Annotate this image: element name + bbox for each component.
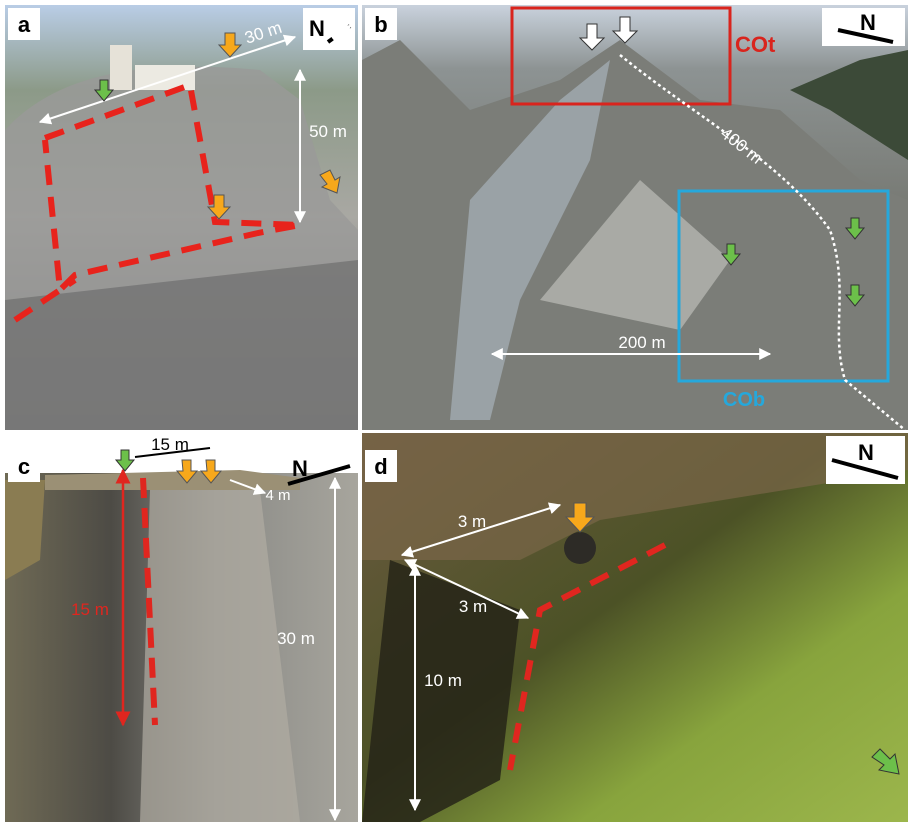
panel-label: c xyxy=(18,454,30,479)
annotation: 4 m xyxy=(265,487,290,504)
north-label: N xyxy=(860,10,876,35)
panel-label: d xyxy=(374,454,387,479)
annotation: 200 m xyxy=(618,333,665,352)
panel-a: a N 30 m 50 m xyxy=(5,5,358,430)
annotation: 50 m xyxy=(309,122,347,141)
panel-c: c N 15 m 4 m 15 m 30 m xyxy=(5,433,358,822)
panel-label: b xyxy=(374,12,387,37)
annotation: COb xyxy=(723,389,765,411)
annotation: 30 m xyxy=(277,629,315,648)
panel-label: a xyxy=(18,12,31,37)
annotation: 15 m xyxy=(151,435,189,454)
annotation: 15 m xyxy=(71,600,109,619)
annotation: 10 m xyxy=(424,671,462,690)
north-label: N xyxy=(292,456,308,481)
panel-b: b N COt 400 m 200 m COb xyxy=(362,5,908,431)
annotation: 3 m xyxy=(459,597,487,616)
annotation: COt xyxy=(735,32,776,57)
panel-d: d N 3 m 3 m 10 m xyxy=(362,433,908,822)
north-label: N xyxy=(309,16,325,41)
north-label: N xyxy=(858,440,874,465)
annotation: 3 m xyxy=(458,512,486,531)
